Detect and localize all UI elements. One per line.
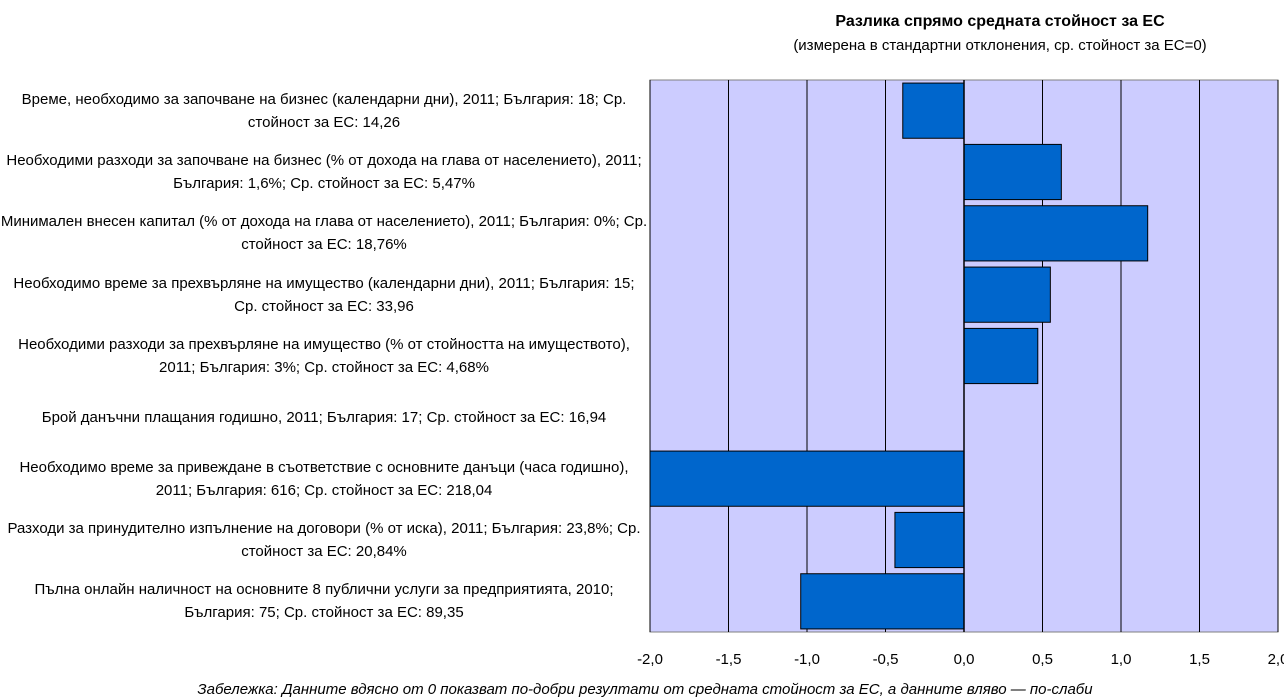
chart-title: Разлика спрямо средната стойност за ЕС — [835, 13, 1165, 30]
x-tick-label: -0,5 — [873, 651, 899, 668]
bar — [963, 266, 1051, 323]
y-tick-label: Минимален внесен капитал (% от дохода на… — [0, 213, 648, 254]
x-tick-label: -1,5 — [716, 651, 742, 668]
bar — [902, 82, 965, 139]
bar — [800, 573, 965, 630]
y-tick-label: Необходими разходи за прехвърляне на иму… — [18, 335, 630, 376]
y-tick-label: Необходимо време за привеждане в съответ… — [19, 458, 629, 499]
x-tick-label: 0,0 — [954, 651, 975, 668]
x-tick-label: 0,5 — [1032, 651, 1053, 668]
y-tick-label: Необходимо време за прехвърляне на имуще… — [13, 274, 635, 315]
y-tick-label: Брой данъчни плащания годишно, 2011; Бъл… — [41, 408, 607, 426]
x-tick-label: -2,0 — [637, 651, 663, 668]
note: Забележка: Данните вдясно от 0 показват … — [197, 681, 1093, 698]
bar — [649, 450, 965, 507]
x-tick-label: -1,0 — [794, 651, 820, 668]
y-tick-label: Необходими разходи за започване на бизне… — [6, 151, 642, 192]
chart-subtitle: (измерена в стандартни отклонения, ср. с… — [793, 37, 1206, 54]
bar — [963, 205, 1149, 262]
bar — [963, 143, 1062, 201]
y-tick-label: Разходи за принудително изпълнение на до… — [7, 519, 641, 560]
bar — [894, 511, 965, 569]
bar — [963, 327, 1039, 385]
x-tick-label: 1,0 — [1111, 651, 1132, 668]
x-tick-label: 2,0 — [1268, 651, 1284, 668]
y-tick-label: Пълна онлайн наличност на основните 8 пу… — [34, 581, 614, 622]
x-tick-label: 1,5 — [1189, 651, 1210, 668]
y-tick-label: Време, необходимо за започване на бизнес… — [21, 90, 627, 131]
